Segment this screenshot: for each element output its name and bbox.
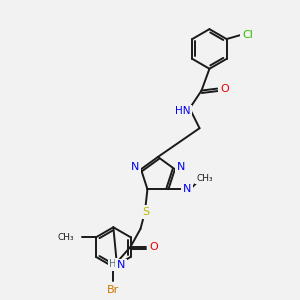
- Text: Br: Br: [107, 285, 119, 295]
- Text: Cl: Cl: [242, 30, 253, 40]
- Text: N: N: [131, 162, 139, 172]
- Text: O: O: [149, 242, 158, 252]
- Text: O: O: [220, 84, 229, 94]
- Text: S: S: [142, 207, 149, 217]
- Text: CH₃: CH₃: [58, 233, 74, 242]
- Text: N: N: [116, 260, 125, 271]
- Text: HN: HN: [175, 106, 190, 116]
- Text: N: N: [177, 162, 185, 172]
- Text: CH₃: CH₃: [197, 174, 213, 183]
- Text: H: H: [109, 260, 116, 269]
- Text: N: N: [183, 184, 191, 194]
